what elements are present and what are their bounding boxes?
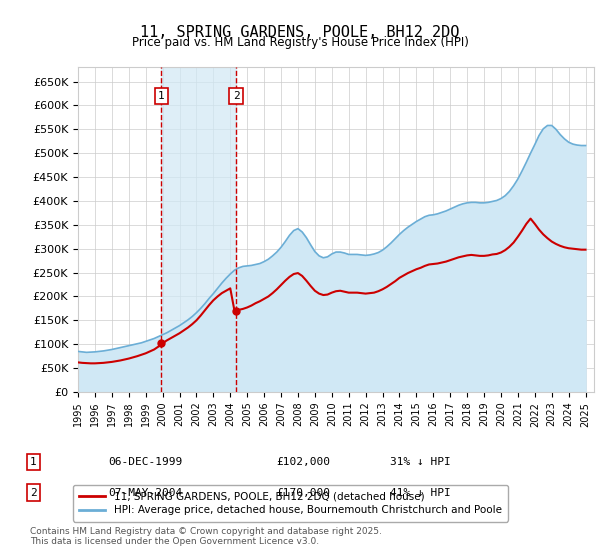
Text: 31% ↓ HPI: 31% ↓ HPI <box>390 457 451 467</box>
Text: 1: 1 <box>158 91 164 101</box>
Text: 1: 1 <box>30 457 37 467</box>
Text: 11, SPRING GARDENS, POOLE, BH12 2DQ: 11, SPRING GARDENS, POOLE, BH12 2DQ <box>140 25 460 40</box>
Legend: 11, SPRING GARDENS, POOLE, BH12 2DQ (detached house), HPI: Average price, detach: 11, SPRING GARDENS, POOLE, BH12 2DQ (det… <box>73 485 508 521</box>
Text: £170,000: £170,000 <box>276 488 330 498</box>
Text: 41% ↓ HPI: 41% ↓ HPI <box>390 488 451 498</box>
Text: 07-MAY-2004: 07-MAY-2004 <box>108 488 182 498</box>
Text: £102,000: £102,000 <box>276 457 330 467</box>
Text: Price paid vs. HM Land Registry's House Price Index (HPI): Price paid vs. HM Land Registry's House … <box>131 36 469 49</box>
Text: Contains HM Land Registry data © Crown copyright and database right 2025.
This d: Contains HM Land Registry data © Crown c… <box>30 526 382 546</box>
Text: 06-DEC-1999: 06-DEC-1999 <box>108 457 182 467</box>
Text: 2: 2 <box>233 91 239 101</box>
Text: 2: 2 <box>30 488 37 498</box>
Bar <box>161 67 236 392</box>
